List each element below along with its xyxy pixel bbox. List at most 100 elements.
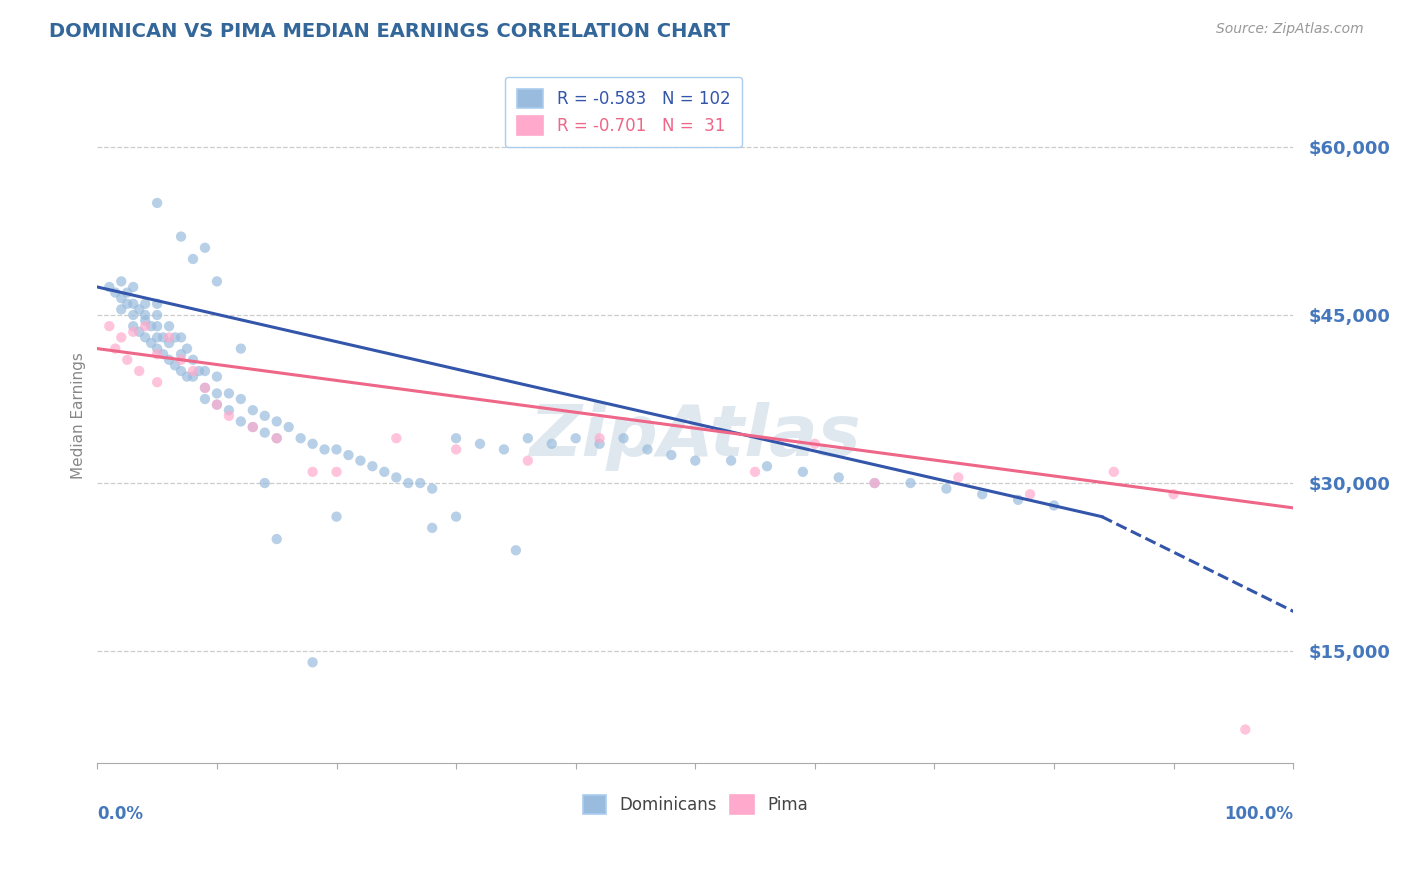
Point: [110, 274, 132, 288]
Text: Source: ZipAtlas.com: Source: ZipAtlas.com: [1216, 22, 1364, 37]
Point: [683, 453, 706, 467]
Point: [122, 308, 145, 322]
Point: [301, 465, 323, 479]
Point: [444, 431, 467, 445]
Point: [117, 297, 139, 311]
Point: [146, 375, 169, 389]
Point: [468, 437, 491, 451]
Point: [1102, 465, 1125, 479]
Point: [540, 437, 562, 451]
Point: [253, 476, 276, 491]
Point: [146, 196, 169, 211]
Point: [1163, 487, 1185, 501]
Point: [301, 437, 323, 451]
Point: [396, 476, 419, 491]
Point: [900, 476, 922, 491]
Text: 0.0%: 0.0%: [97, 805, 143, 822]
Point: [516, 453, 538, 467]
Point: [134, 313, 156, 327]
Point: [290, 431, 312, 445]
Point: [141, 336, 163, 351]
Point: [266, 431, 288, 445]
Text: ZipAtlas: ZipAtlas: [530, 402, 860, 471]
Point: [98, 280, 121, 294]
Point: [314, 442, 336, 457]
Point: [659, 448, 682, 462]
Point: [170, 347, 193, 361]
Point: [564, 431, 586, 445]
Point: [194, 241, 217, 255]
Point: [146, 347, 169, 361]
Point: [266, 431, 288, 445]
Point: [188, 364, 211, 378]
Point: [104, 342, 127, 356]
Point: [756, 459, 779, 474]
Point: [152, 330, 174, 344]
Point: [337, 448, 360, 462]
Point: [134, 297, 156, 311]
Point: [110, 302, 132, 317]
Point: [146, 297, 169, 311]
Point: [744, 465, 766, 479]
Point: [720, 453, 742, 467]
Text: 100.0%: 100.0%: [1225, 805, 1294, 822]
Point: [266, 414, 288, 428]
Point: [361, 459, 384, 474]
Point: [181, 369, 204, 384]
Point: [134, 319, 156, 334]
Point: [104, 285, 127, 300]
Point: [1234, 723, 1257, 737]
Point: [128, 302, 150, 317]
Legend: Dominicans, Pima: Dominicans, Pima: [572, 785, 818, 824]
Point: [444, 442, 467, 457]
Point: [157, 330, 180, 344]
Point: [194, 364, 217, 378]
Point: [229, 392, 252, 406]
Point: [229, 342, 252, 356]
Point: [122, 297, 145, 311]
Point: [505, 543, 527, 558]
Point: [194, 381, 217, 395]
Point: [122, 280, 145, 294]
Point: [110, 291, 132, 305]
Point: [301, 655, 323, 669]
Point: [409, 476, 432, 491]
Point: [134, 330, 156, 344]
Text: DOMINICAN VS PIMA MEDIAN EARNINGS CORRELATION CHART: DOMINICAN VS PIMA MEDIAN EARNINGS CORREL…: [49, 22, 730, 41]
Point: [636, 442, 658, 457]
Point: [218, 403, 240, 417]
Point: [349, 453, 371, 467]
Point: [205, 369, 228, 384]
Point: [373, 465, 395, 479]
Point: [134, 308, 156, 322]
Point: [804, 437, 827, 451]
Point: [181, 352, 204, 367]
Point: [98, 319, 121, 334]
Point: [1043, 499, 1066, 513]
Point: [863, 476, 886, 491]
Point: [242, 403, 264, 417]
Point: [170, 364, 193, 378]
Point: [218, 409, 240, 423]
Point: [170, 229, 193, 244]
Point: [122, 325, 145, 339]
Point: [588, 431, 610, 445]
Point: [170, 352, 193, 367]
Point: [588, 437, 610, 451]
Point: [1019, 487, 1042, 501]
Point: [277, 420, 299, 434]
Point: [181, 252, 204, 266]
Point: [128, 325, 150, 339]
Point: [972, 487, 994, 501]
Y-axis label: Median Earnings: Median Earnings: [72, 352, 86, 479]
Point: [205, 398, 228, 412]
Point: [194, 392, 217, 406]
Point: [229, 414, 252, 428]
Point: [176, 342, 198, 356]
Point: [146, 330, 169, 344]
Point: [253, 409, 276, 423]
Point: [122, 319, 145, 334]
Point: [492, 442, 515, 457]
Point: [325, 465, 347, 479]
Point: [117, 352, 139, 367]
